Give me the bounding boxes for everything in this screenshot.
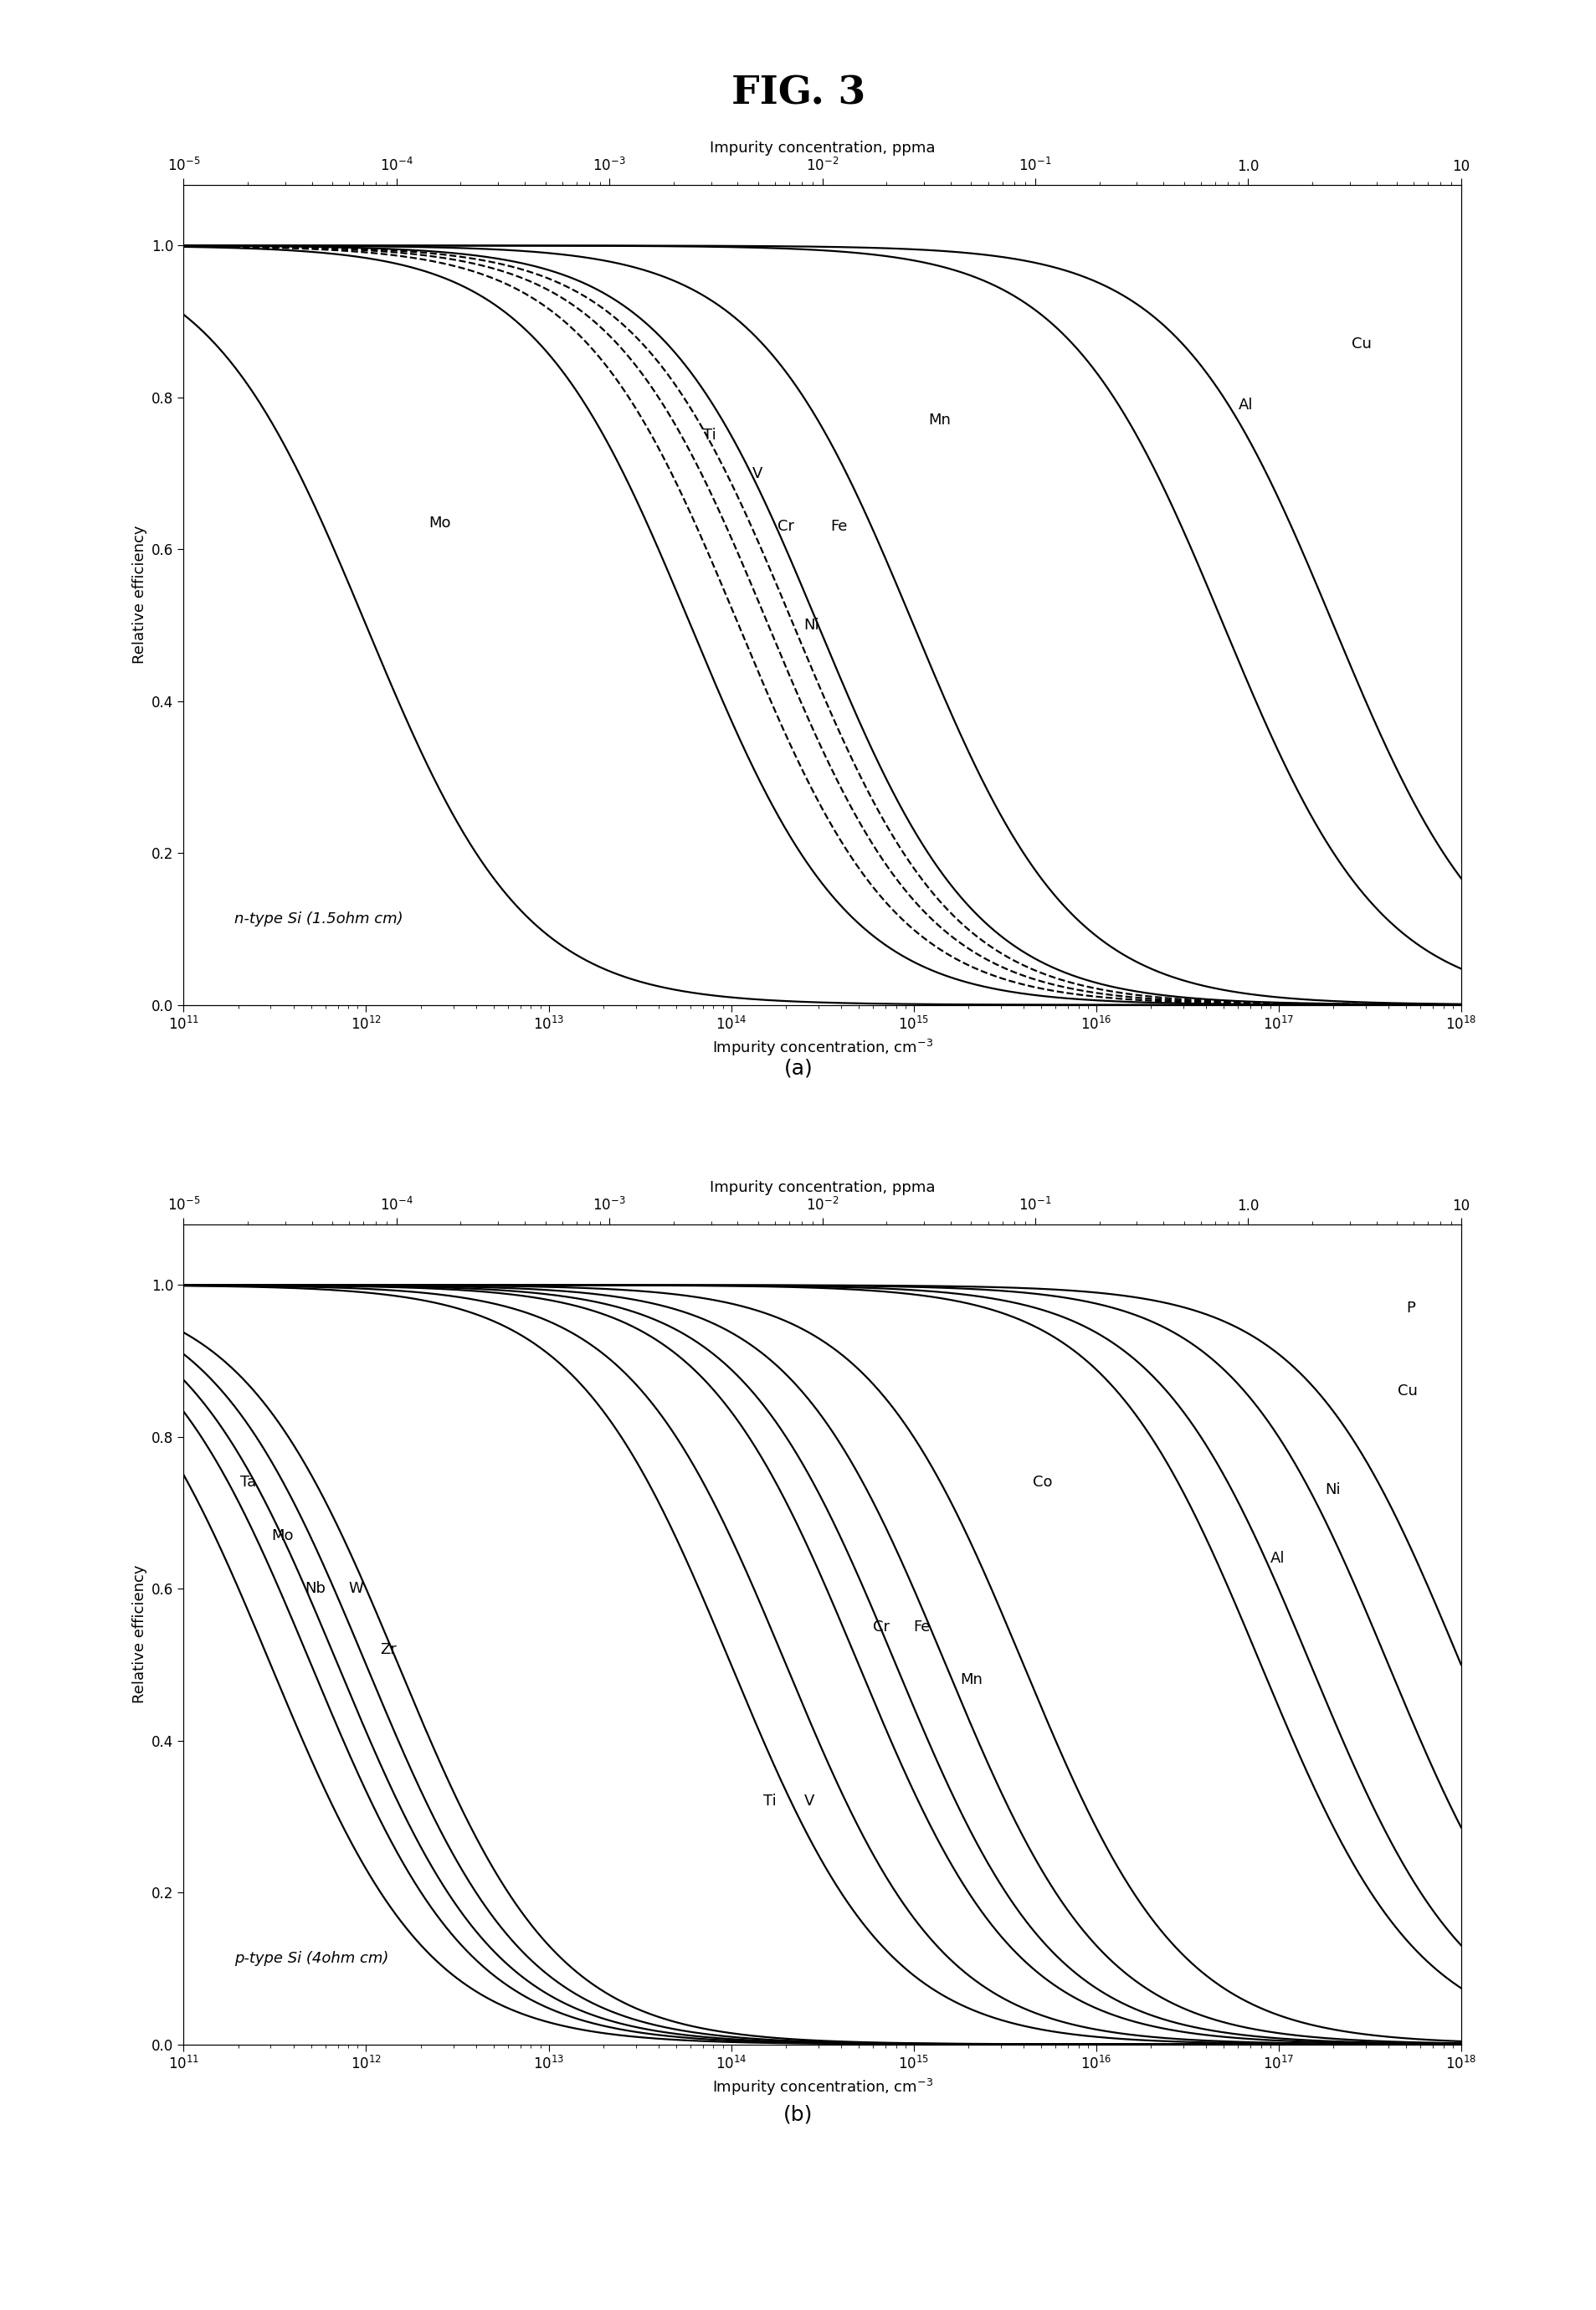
Text: Cr: Cr — [777, 520, 795, 534]
Text: Ti: Ti — [702, 427, 715, 444]
Text: Ta: Ta — [239, 1474, 255, 1490]
Text: V: V — [752, 467, 761, 480]
Y-axis label: Relative efficiency: Relative efficiency — [132, 527, 147, 663]
Text: P: P — [1406, 1301, 1414, 1314]
Text: Ni: Ni — [1325, 1483, 1341, 1497]
Text: Cu: Cu — [1396, 1384, 1417, 1400]
Text: Cr: Cr — [873, 1619, 889, 1633]
X-axis label: Impurity concentration, ppma: Impurity concentration, ppma — [709, 1180, 935, 1194]
Text: (b): (b) — [784, 2104, 812, 2125]
Text: Fe: Fe — [830, 520, 847, 534]
Text: n-type Si (1.5ohm cm): n-type Si (1.5ohm cm) — [235, 910, 404, 926]
Text: Mo: Mo — [271, 1529, 294, 1543]
Text: W: W — [348, 1582, 364, 1596]
Text: Nb: Nb — [305, 1582, 326, 1596]
X-axis label: Impurity concentration, cm$^{-3}$: Impurity concentration, cm$^{-3}$ — [712, 1037, 932, 1058]
Text: FIG. 3: FIG. 3 — [731, 74, 865, 113]
Text: Zr: Zr — [380, 1642, 397, 1656]
Text: p-type Si (4ohm cm): p-type Si (4ohm cm) — [235, 1950, 389, 1966]
Text: Al: Al — [1269, 1550, 1285, 1566]
Text: Al: Al — [1237, 397, 1253, 413]
Text: Ni: Ni — [803, 617, 819, 633]
Text: Mn: Mn — [959, 1672, 982, 1686]
Text: Cu: Cu — [1350, 337, 1371, 351]
Text: V: V — [803, 1795, 814, 1809]
X-axis label: Impurity concentration, ppma: Impurity concentration, ppma — [709, 141, 935, 155]
Text: Mo: Mo — [428, 515, 450, 531]
Text: Co: Co — [1033, 1474, 1052, 1490]
Text: (a): (a) — [784, 1058, 812, 1079]
Y-axis label: Relative efficiency: Relative efficiency — [132, 1566, 147, 1702]
X-axis label: Impurity concentration, cm$^{-3}$: Impurity concentration, cm$^{-3}$ — [712, 2077, 932, 2097]
Text: Fe: Fe — [913, 1619, 930, 1633]
Text: Ti: Ti — [763, 1795, 776, 1809]
Text: Mn: Mn — [927, 413, 950, 427]
